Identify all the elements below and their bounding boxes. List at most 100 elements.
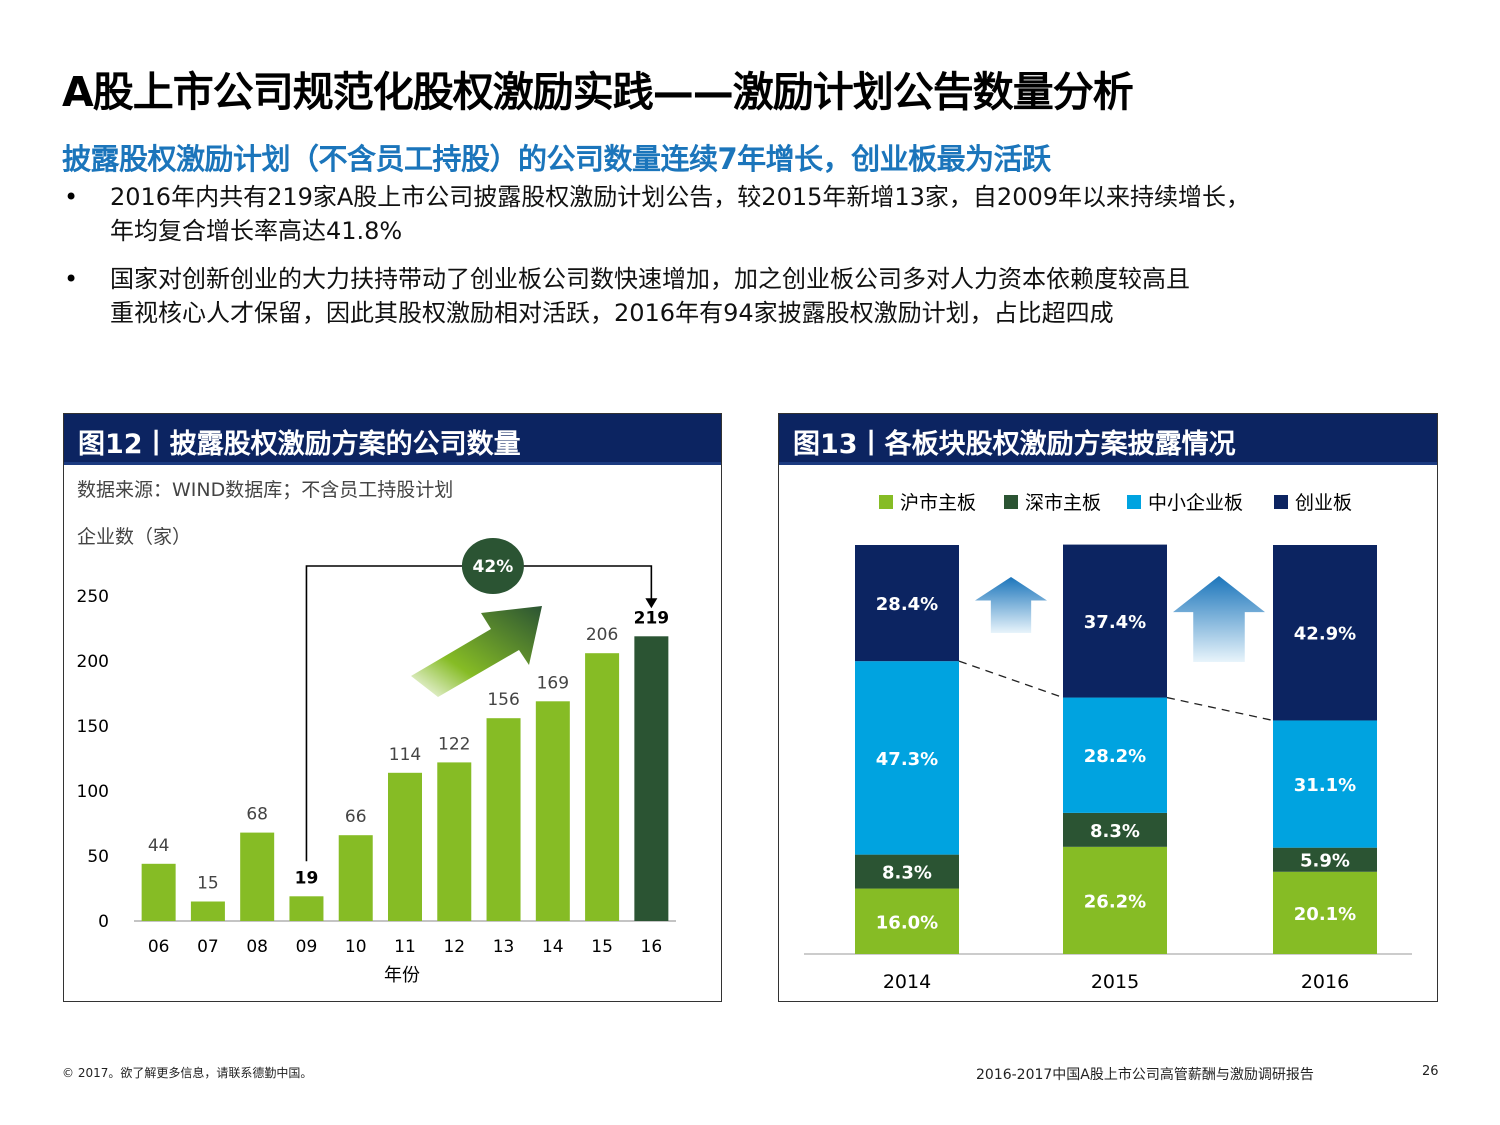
fig13-segment-label: 28.4% (876, 594, 938, 615)
fig12-bar-13 (486, 718, 521, 921)
fig13-x-tick-label: 2014 (883, 971, 931, 993)
fig13-segment-label: 16.0% (876, 912, 938, 933)
fig12-growth-arrow-icon (411, 606, 542, 697)
fig12-x-tick-label: 08 (246, 937, 268, 957)
fig13-segment-label: 31.1% (1294, 775, 1356, 796)
fig12-x-tick-label: 14 (542, 937, 564, 957)
fig12-x-tick-label: 15 (591, 937, 613, 957)
fig13-segment-label: 8.3% (1090, 821, 1140, 842)
fig12-data-label-08: 68 (246, 805, 268, 825)
fig12-data-label-10: 66 (345, 807, 367, 827)
bullet-2-line-2: 重视核心人才保留，因此其股权激励相对活跃，2016年有94家披露股权激励计划，占… (110, 299, 1114, 327)
fig12-data-label-12: 122 (438, 734, 470, 754)
fig13-x-tick-label: 2016 (1301, 971, 1349, 993)
fig12-bracket-arrowhead (645, 598, 658, 609)
fig12-bar-07 (190, 901, 225, 921)
fig13-trend-dashed-line (958, 660, 1274, 722)
fig13-segment-2016 (1273, 871, 1377, 954)
page-subtitle: 披露股权激励计划（不含员工持股）的公司数量连续7年增长，创业板最为活跃 (62, 142, 1051, 176)
fig12-y-tick-label: 50 (87, 847, 109, 867)
fig13-legend-label: 创业板 (1295, 492, 1352, 514)
fig12-y-tick-label: 100 (77, 782, 109, 802)
fig13-legend-label: 深市主板 (1025, 492, 1101, 514)
fig13-segment-2015 (1063, 846, 1167, 954)
fig13-segment-2015 (1063, 812, 1167, 847)
page-number: 26 (1422, 1064, 1439, 1079)
fig13-panel: 图13丨各板块股权激励方案披露情况 沪市主板 深市主板 中小企业板 创业板 16.0% 8… (778, 413, 1438, 1002)
fig12-x-tick-label: 13 (493, 937, 515, 957)
fig12-x-tick-label: 10 (345, 937, 367, 957)
fig13-up-arrow-icon (1173, 576, 1265, 662)
fig12-panel: 图12丨披露股权激励方案的公司数量 数据来源：WIND数据库；不含员工持股计划 … (63, 413, 722, 1002)
fig12-y-tick-label: 200 (77, 652, 109, 672)
fig12-header-title: 图12丨披露股权激励方案的公司数量 (78, 429, 521, 460)
bullet-dot: • (64, 183, 79, 211)
fig12-cagr-label: 42% (473, 557, 514, 577)
fig13-segment-2014 (855, 545, 959, 662)
fig12-bar-12 (437, 762, 472, 921)
fig12-header: 图12丨披露股权激励方案的公司数量 (64, 414, 721, 465)
fig12-y-tick-label: 0 (98, 912, 109, 932)
fig13-up-arrow-icon (975, 577, 1047, 633)
fig12-data-label-15: 206 (586, 625, 618, 645)
fig13-segment-2016 (1273, 847, 1377, 872)
fig13-legend-swatch (879, 495, 893, 509)
fig13-segment-2014 (855, 661, 959, 855)
fig12-data-label-09: 19 (295, 868, 319, 888)
fig12-x-tick-label: 06 (148, 937, 170, 957)
fig12-source: 数据来源：WIND数据库；不含员工持股计划 (77, 479, 454, 501)
footer-report-title: 2016-2017中国A股上市公司高管薪酬与激励调研报告 (976, 1067, 1314, 1083)
fig13-legend-swatch (1004, 495, 1018, 509)
fig12-data-label-13: 156 (487, 690, 519, 710)
footer-copyright: © 2017。欲了解更多信息，请联系德勤中国。 (62, 1066, 313, 1080)
fig13-segment-2015 (1063, 697, 1167, 813)
bullet-item-1: 2016年内共有219家A股上市公司披露股权激励计划公告，较2015年新增13家… (110, 180, 1450, 248)
fig13-segment-label: 28.2% (1084, 746, 1146, 767)
fig13-segment-2016 (1273, 545, 1377, 721)
fig12-bar-11 (388, 772, 422, 921)
fig12-y-tick-label: 150 (77, 717, 109, 737)
fig12-chart: 0 50 100 150 200 250 44 06 15 07 68 08 19 09 66 10 114 11… (77, 538, 676, 986)
fig12-x-tick-label: 07 (197, 937, 219, 957)
fig13-legend-swatch (1274, 495, 1288, 509)
fig13-segment-label: 37.4% (1084, 612, 1146, 633)
fig12-x-tick-label: 16 (641, 937, 663, 957)
fig13-segment-2014 (855, 888, 959, 954)
fig13-segment-label: 42.9% (1294, 624, 1356, 645)
bullet-1-line-1: 2016年内共有219家A股上市公司披露股权激励计划公告，较2015年新增13家… (110, 183, 1250, 211)
fig13-segment-label: 26.2% (1084, 891, 1146, 912)
fig13-segment-2016 (1273, 720, 1377, 848)
fig12-bar-16 (634, 636, 669, 921)
fig13-legend-swatch (1127, 495, 1141, 509)
bullet-dot: • (64, 265, 79, 293)
fig13-x-tick-label: 2015 (1091, 971, 1139, 993)
fig13-chart: 沪市主板 深市主板 中小企业板 创业板 16.0% 8.3% 47.3% 28.4% 2014 2… (804, 492, 1412, 993)
bullet-2-line-1: 国家对创新创业的大力扶持带动了创业板公司数快速增加，加之创业板公司多对人力资本依… (110, 265, 1190, 293)
fig13-segment-label: 8.3% (882, 863, 932, 884)
fig13-segment-label: 47.3% (876, 749, 938, 770)
fig12-cagr-badge (461, 538, 524, 594)
fig13-header-title: 图13丨各板块股权激励方案披露情况 (793, 429, 1236, 460)
fig12-bar-06 (141, 863, 176, 921)
fig12-bar-08 (240, 832, 275, 921)
fig12-bar-15 (585, 653, 620, 921)
fig13-legend-label: 沪市主板 (900, 492, 976, 514)
fig13-legend-label: 中小企业板 (1148, 492, 1243, 514)
page-title: A股上市公司规范化股权激励实践——激励计划公告数量分析 (62, 68, 1134, 116)
fig12-data-label-06: 44 (148, 836, 170, 856)
fig13-segment-2015 (1063, 544, 1167, 698)
fig12-x-tick-label: 11 (394, 937, 416, 957)
fig13-header: 图13丨各板块股权激励方案披露情况 (779, 414, 1437, 465)
fig12-data-label-16: 219 (634, 608, 670, 628)
fig13-segment-label: 5.9% (1300, 851, 1350, 872)
fig12-x-tick-label: 12 (443, 937, 465, 957)
fig12-data-label-07: 15 (197, 874, 219, 894)
fig12-bar-09 (289, 896, 324, 921)
fig13-segment-2014 (855, 854, 959, 889)
fig12-bar-10 (338, 835, 373, 921)
bullet-item-2: 国家对创新创业的大力扶持带动了创业板公司数快速增加，加之创业板公司多对人力资本依… (110, 262, 1450, 330)
fig13-segment-label: 20.1% (1294, 904, 1356, 925)
fig12-data-label-11: 114 (389, 745, 421, 765)
fig12-x-tick-label: 09 (296, 937, 318, 957)
fig12-y-tick-label: 250 (77, 587, 109, 607)
